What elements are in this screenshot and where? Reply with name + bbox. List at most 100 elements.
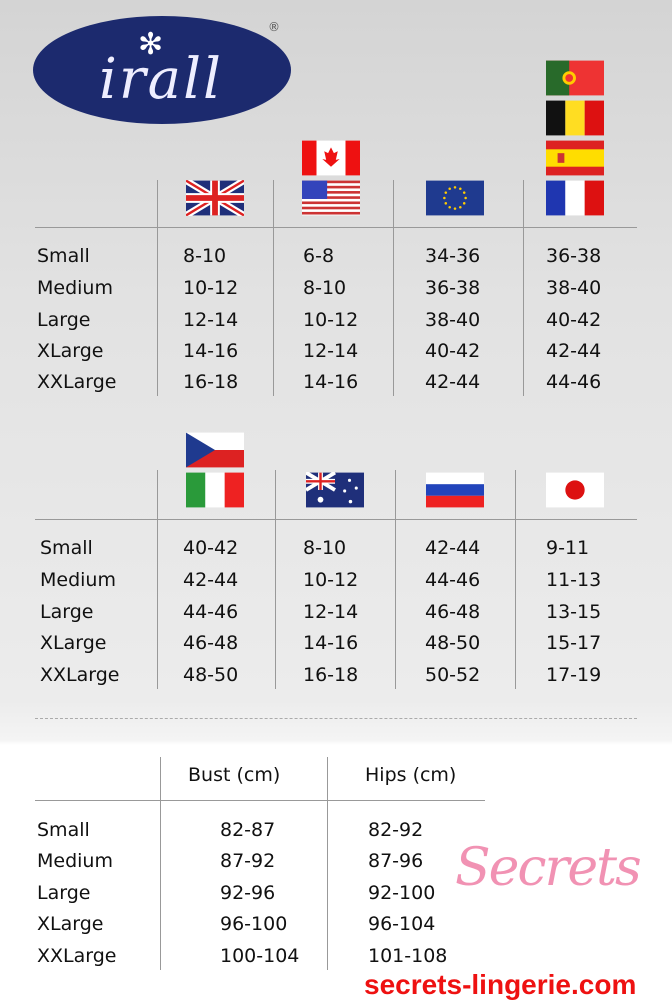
size-label: Large <box>40 601 94 623</box>
size-value: 42-44 <box>546 340 602 362</box>
size-value: 9-11 <box>546 537 590 559</box>
size-value: 36-38 <box>546 245 602 267</box>
russia-flag-icon <box>426 472 484 508</box>
size-value: 16-18 <box>303 664 359 686</box>
hips-header: Hips (cm) <box>365 764 457 786</box>
eu-flag-icon <box>426 180 484 216</box>
size-value: 46-48 <box>425 601 481 623</box>
column-divider <box>275 470 276 689</box>
bust-header: Bust (cm) <box>188 764 281 786</box>
size-label: XXLarge <box>37 945 117 967</box>
size-value: 14-16 <box>303 371 359 393</box>
size-value: 16-18 <box>183 371 239 393</box>
japan-flag-icon <box>546 472 604 508</box>
usa-flag-icon <box>302 180 360 216</box>
size-label: Small <box>37 245 90 267</box>
size-label: XXLarge <box>37 371 117 393</box>
size-value: 48-50 <box>183 664 239 686</box>
flower-icon: ✻ <box>138 27 164 62</box>
column-divider <box>273 180 274 396</box>
size-label: Medium <box>40 569 116 591</box>
australia-flag-icon <box>306 472 364 508</box>
uk-flag-icon <box>186 180 244 216</box>
watermark-script: Secrets <box>455 838 642 898</box>
spain-flag-icon <box>546 140 604 176</box>
size-value: 44-46 <box>183 601 239 623</box>
size-value: 8-10 <box>303 537 347 559</box>
size-value: 12-14 <box>303 601 359 623</box>
hips-value: 96-104 <box>368 913 436 935</box>
size-value: 40-42 <box>546 309 602 331</box>
table1-header-line <box>35 227 637 228</box>
dashed-separator <box>35 718 637 719</box>
size-value: 44-46 <box>546 371 602 393</box>
size-value: 12-14 <box>303 340 359 362</box>
portugal-flag-icon <box>546 60 604 96</box>
size-value: 6-8 <box>303 245 335 267</box>
size-value: 40-42 <box>183 537 239 559</box>
size-value: 10-12 <box>303 569 359 591</box>
column-divider <box>523 180 524 396</box>
bust-value: 96-100 <box>220 913 288 935</box>
column-divider <box>327 757 328 970</box>
table3-header-line <box>35 800 485 801</box>
size-value: 11-13 <box>546 569 602 591</box>
france-flag-icon <box>546 180 604 216</box>
size-label: Small <box>37 819 90 841</box>
size-label: XLarge <box>40 632 107 654</box>
column-divider <box>157 180 158 396</box>
size-value: 17-19 <box>546 664 602 686</box>
size-value: 42-44 <box>425 537 481 559</box>
size-value: 8-10 <box>303 277 347 299</box>
bust-value: 92-96 <box>220 882 276 904</box>
czech-flag-icon <box>186 432 244 468</box>
belgium-flag-icon <box>546 100 604 136</box>
size-value: 34-36 <box>425 245 481 267</box>
size-value: 50-52 <box>425 664 481 686</box>
size-value: 40-42 <box>425 340 481 362</box>
size-value: 46-48 <box>183 632 239 654</box>
logo-text: irall <box>99 47 223 112</box>
size-value: 8-10 <box>183 245 227 267</box>
italy-flag-icon <box>186 472 244 508</box>
size-label: Medium <box>37 277 113 299</box>
hips-value: 87-96 <box>368 850 424 872</box>
size-value: 12-14 <box>183 309 239 331</box>
watermark-url: secrets-lingerie.com <box>364 969 637 1000</box>
irall-logo: ✻ irall <box>33 16 291 124</box>
bust-value: 100-104 <box>220 945 300 967</box>
size-value: 42-44 <box>183 569 239 591</box>
size-value: 13-15 <box>546 601 602 623</box>
column-divider <box>515 470 516 689</box>
canada-flag-icon <box>302 140 360 176</box>
size-value: 38-40 <box>546 277 602 299</box>
size-label: Large <box>37 309 91 331</box>
size-value: 38-40 <box>425 309 481 331</box>
size-label: XXLarge <box>40 664 120 686</box>
size-value: 44-46 <box>425 569 481 591</box>
size-value: 36-38 <box>425 277 481 299</box>
table2-header-line <box>35 519 637 520</box>
column-divider <box>393 180 394 396</box>
size-value: 10-12 <box>183 277 239 299</box>
column-divider <box>395 470 396 689</box>
size-label: XLarge <box>37 913 104 935</box>
hips-value: 82-92 <box>368 819 424 841</box>
hips-value: 101-108 <box>368 945 448 967</box>
bust-value: 87-92 <box>220 850 276 872</box>
column-divider <box>160 757 161 970</box>
size-value: 10-12 <box>303 309 359 331</box>
registered-mark: ® <box>268 20 280 34</box>
size-label: XLarge <box>37 340 104 362</box>
size-label: Medium <box>37 850 113 872</box>
size-value: 14-16 <box>183 340 239 362</box>
size-value: 15-17 <box>546 632 602 654</box>
size-value: 48-50 <box>425 632 481 654</box>
column-divider <box>157 470 158 689</box>
bust-value: 82-87 <box>220 819 276 841</box>
hips-value: 92-100 <box>368 882 436 904</box>
size-value: 14-16 <box>303 632 359 654</box>
size-value: 42-44 <box>425 371 481 393</box>
size-label: Small <box>40 537 93 559</box>
size-label: Large <box>37 882 91 904</box>
